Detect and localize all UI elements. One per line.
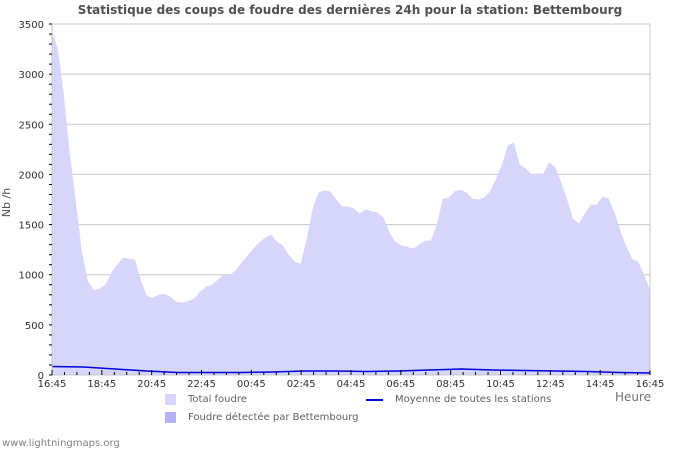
svg-text:0: 0 (38, 371, 44, 382)
svg-text:12:45: 12:45 (536, 379, 565, 390)
svg-text:06:45: 06:45 (386, 379, 415, 390)
legend-swatch-average (366, 398, 383, 401)
legend-label: Total foudre (188, 394, 247, 405)
legend-detected: Foudre détectée par Bettembourg (165, 412, 359, 423)
svg-text:2500: 2500 (19, 120, 44, 131)
svg-text:04:45: 04:45 (337, 379, 366, 390)
y-axis: 0 500 1000 1500 2000 2500 3000 3500 (19, 20, 52, 382)
svg-text:10:45: 10:45 (486, 379, 515, 390)
legend-average: Moyenne de toutes les stations (366, 394, 551, 405)
svg-text:1000: 1000 (19, 271, 44, 282)
legend-label: Moyenne de toutes les stations (395, 394, 552, 405)
svg-text:500: 500 (25, 321, 44, 332)
svg-text:22:45: 22:45 (187, 379, 216, 390)
legend-swatch-total (165, 394, 176, 405)
svg-text:18:45: 18:45 (87, 379, 116, 390)
legend-label: Foudre détectée par Bettembourg (188, 412, 359, 423)
svg-text:16:45: 16:45 (636, 379, 665, 390)
svg-text:08:45: 08:45 (436, 379, 465, 390)
svg-text:16:45: 16:45 (38, 379, 67, 390)
x-axis: 16:45 18:45 20:45 22:45 00:45 02:45 04:45 06:45… (38, 370, 665, 390)
y-axis-label: Nb /h (0, 187, 14, 218)
svg-text:00:45: 00:45 (237, 379, 266, 390)
svg-text:02:45: 02:45 (287, 379, 316, 390)
svg-text:2000: 2000 (19, 170, 44, 181)
legend-total-foudre: Total foudre (165, 394, 247, 405)
svg-text:14:45: 14:45 (586, 379, 615, 390)
svg-text:3500: 3500 (19, 20, 44, 31)
chart-title: Statistique des coups de foudre des dern… (77, 3, 623, 17)
total-foudre-area (52, 31, 650, 375)
credit-link[interactable]: www.lightningmaps.org (2, 438, 120, 449)
svg-text:1500: 1500 (19, 221, 44, 232)
legend-swatch-detected (165, 412, 176, 423)
svg-text:20:45: 20:45 (137, 379, 166, 390)
x-axis-unit: Heure (615, 390, 652, 404)
svg-text:3000: 3000 (19, 70, 44, 81)
